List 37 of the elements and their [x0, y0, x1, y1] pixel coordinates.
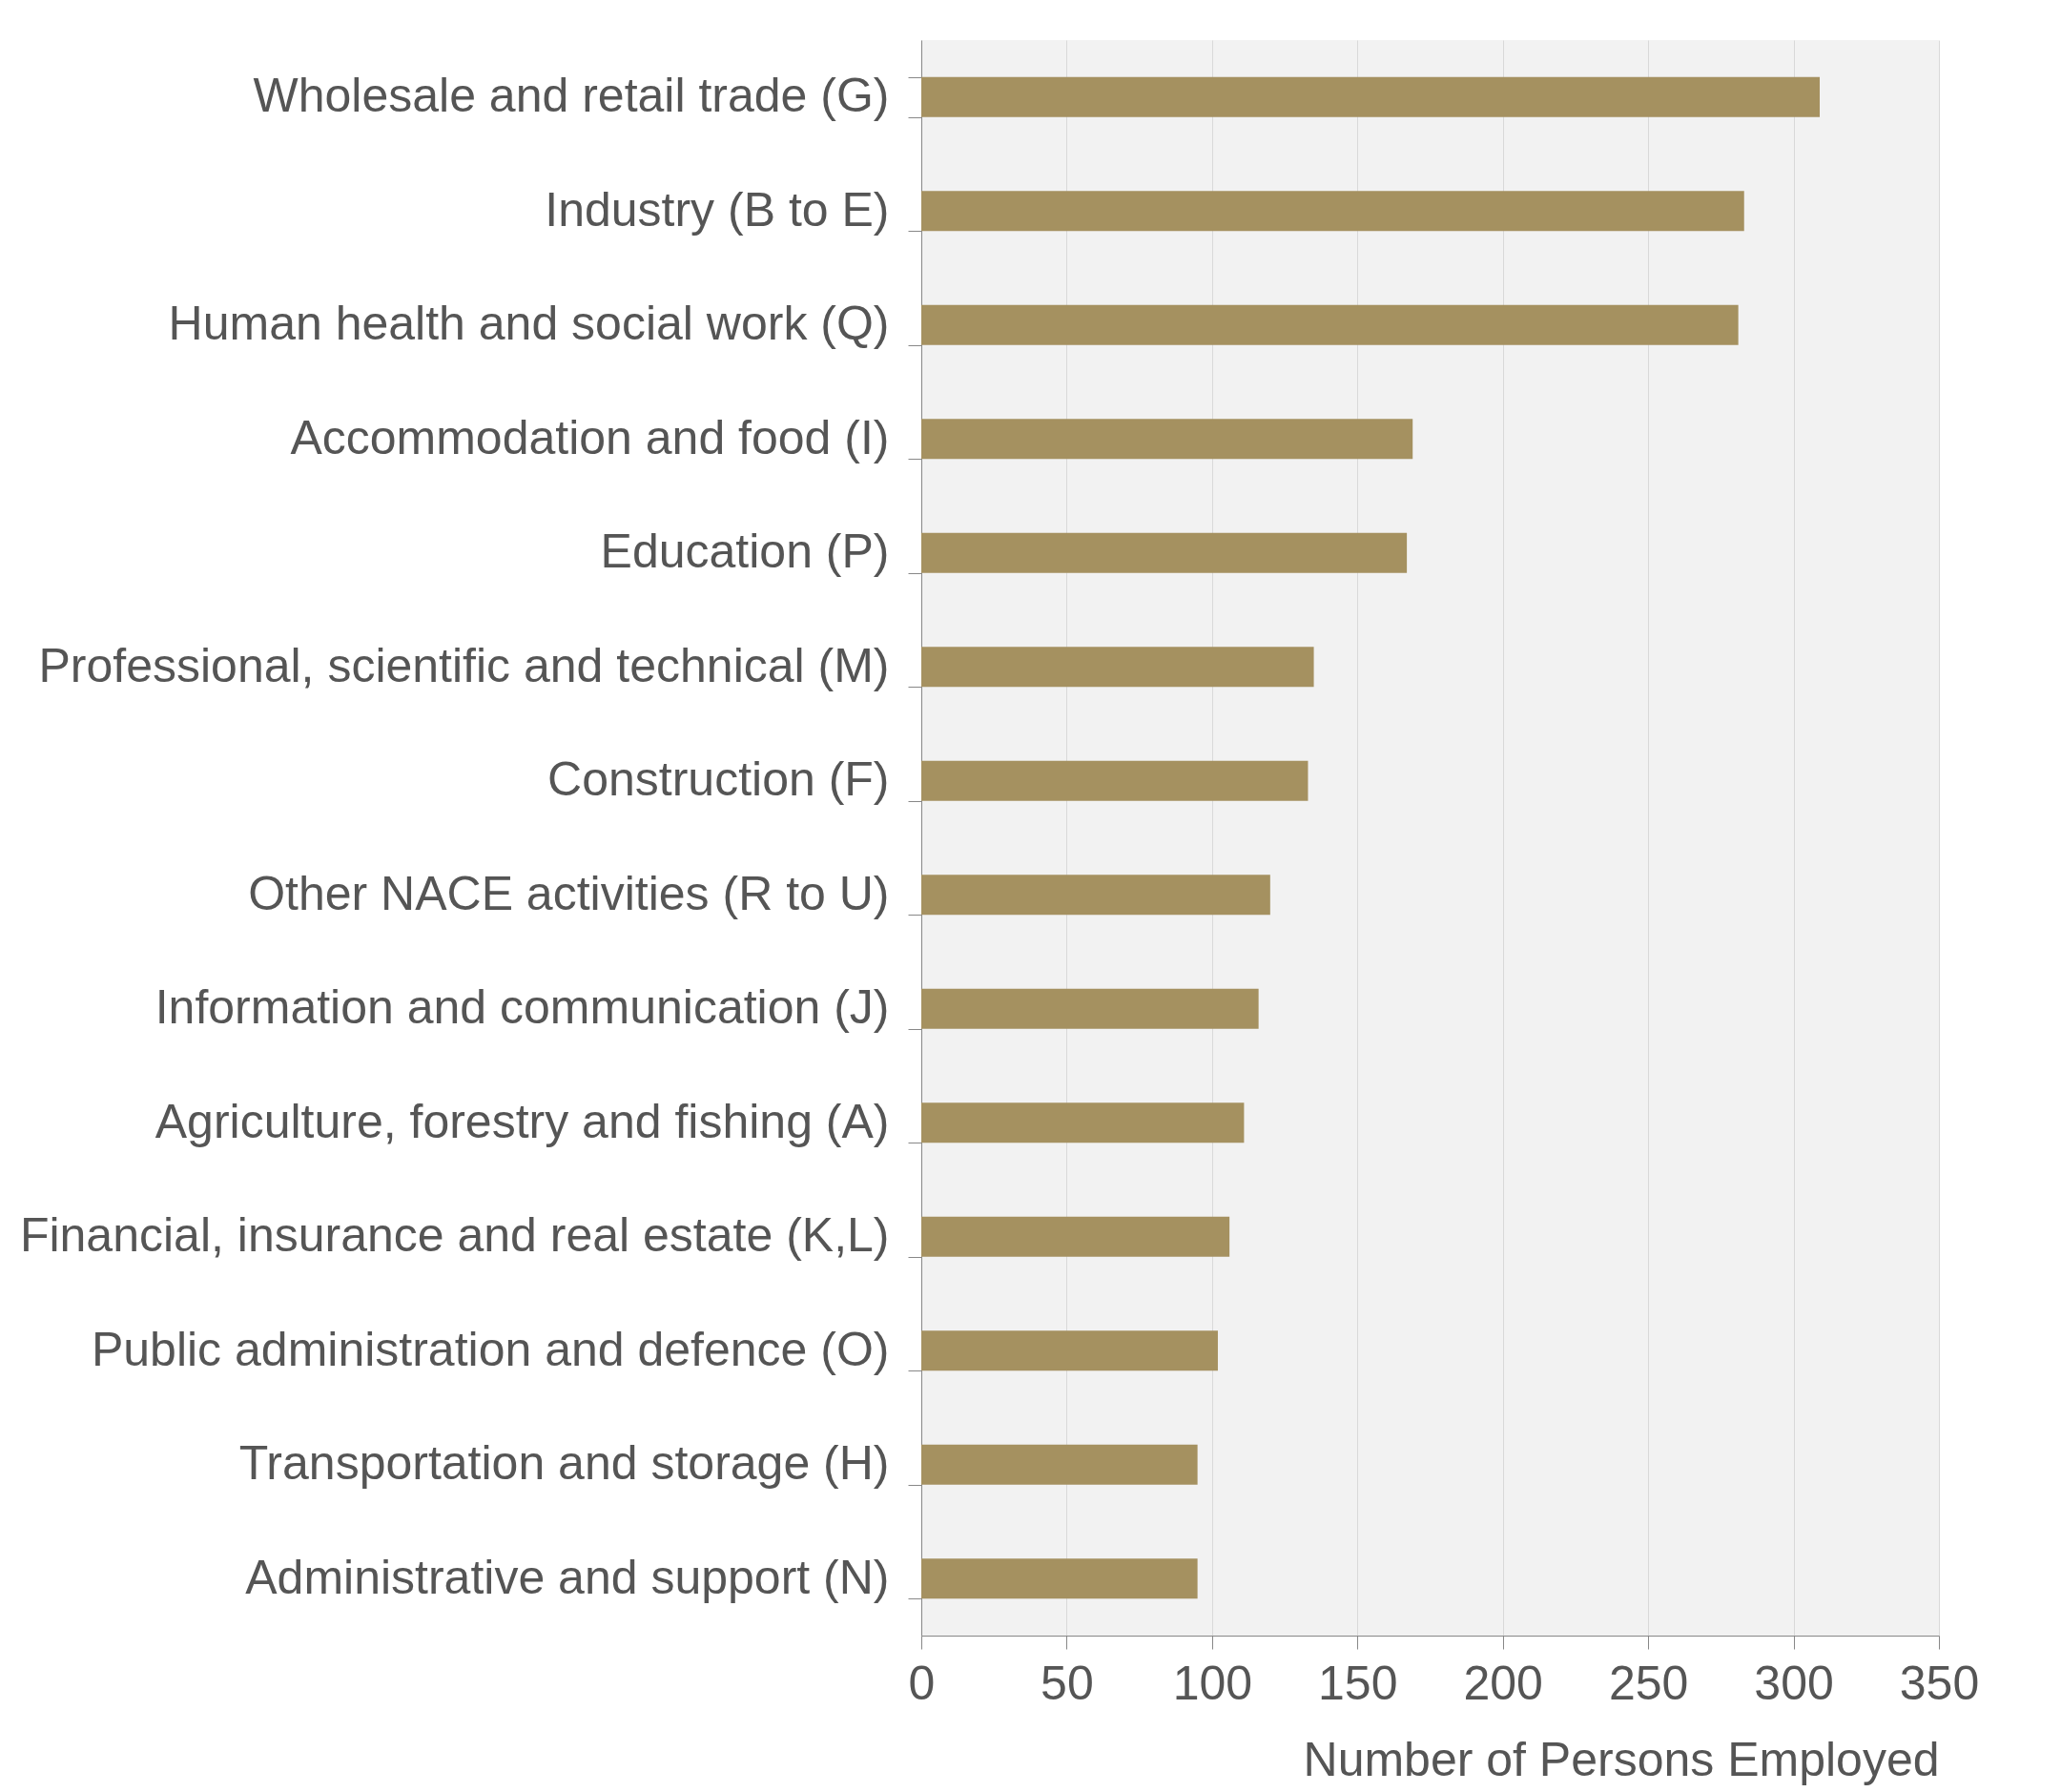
y-tick-label: Transportation and storage (H) [238, 1436, 890, 1491]
x-tick-label: 350 [1899, 1656, 1980, 1710]
bar [921, 532, 1408, 573]
x-tick-label: 250 [1608, 1656, 1689, 1710]
bar [921, 1444, 1198, 1485]
y-tick-label: Other NACE activities (R to U) [248, 866, 890, 920]
bar [921, 988, 1259, 1029]
x-tick-label: 50 [1041, 1656, 1094, 1710]
bar [921, 304, 1739, 345]
bar [921, 1102, 1245, 1143]
y-tick-label: Wholesale and retail trade (G) [253, 69, 890, 123]
bar [921, 875, 1270, 916]
x-tick-label: 150 [1318, 1656, 1398, 1710]
y-tick-label: Agriculture, forestry and fishing (A) [155, 1094, 890, 1148]
x-tick-label: 0 [908, 1656, 936, 1710]
y-tick-label: Public administration and defence (O) [91, 1322, 890, 1376]
bar [921, 1216, 1230, 1257]
x-tick-label: 200 [1463, 1656, 1543, 1710]
y-tick-label: Industry (B to E) [545, 182, 890, 237]
bar [921, 760, 1309, 801]
x-tick-label: 100 [1172, 1656, 1253, 1710]
bar [921, 1330, 1218, 1371]
y-tick-label: Human health and social work (Q) [168, 297, 890, 351]
bar [921, 191, 1744, 232]
y-tick-label: Accommodation and food (I) [290, 410, 890, 464]
y-tick-label: Construction (F) [547, 752, 890, 807]
bar [921, 647, 1314, 688]
x-tick-label: 300 [1754, 1656, 1834, 1710]
y-tick-label: Education (P) [600, 525, 890, 579]
bar [921, 1558, 1198, 1599]
bar [921, 76, 1821, 117]
y-tick-label: Financial, insurance and real estate (K,L) [19, 1208, 890, 1263]
y-tick-label: Information and communication (J) [155, 980, 890, 1035]
bar [921, 419, 1413, 460]
y-tick-label: Professional, scientific and technical (M) [38, 638, 890, 692]
y-tick-label: Administrative and support (N) [245, 1550, 890, 1604]
x-axis-title: Number of Persons Employed [1303, 1732, 1940, 1786]
